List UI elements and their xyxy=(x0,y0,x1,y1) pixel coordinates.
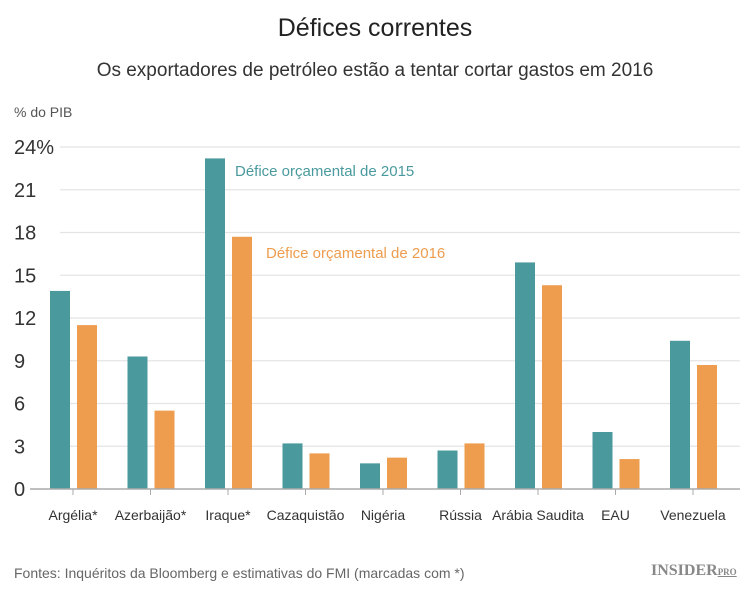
y-tick-label: 3 xyxy=(14,436,25,458)
bar-2016 xyxy=(619,459,640,489)
y-tick-label: 24% xyxy=(14,137,54,159)
x-tick-label: Azerbaijão* xyxy=(115,507,187,523)
y-axis-label: % do PIB xyxy=(14,104,73,120)
x-tick-label: Argélia* xyxy=(48,507,98,523)
bar-2015 xyxy=(592,432,613,489)
bar-2016 xyxy=(77,325,97,489)
y-tick-label: 12 xyxy=(14,308,36,330)
bar-2016 xyxy=(697,365,717,489)
bar-2015 xyxy=(670,340,690,489)
bar-2016 xyxy=(542,285,562,489)
bar-2016 xyxy=(154,410,175,489)
bar-2016 xyxy=(309,453,330,489)
x-tick-label: Venezuela xyxy=(660,507,726,523)
insider-pro-logo: INSIDERPRO xyxy=(651,562,737,579)
y-tick-label: 21 xyxy=(14,180,36,202)
series-label-2016: Défice orçamental de 2016 xyxy=(266,245,445,262)
bar-2015 xyxy=(127,356,148,489)
y-tick-label: 15 xyxy=(14,265,36,287)
chart-subtitle: Os exportadores de petróleo estão a tent… xyxy=(96,60,654,81)
bar-2016 xyxy=(464,443,485,489)
x-tick-label: Nigéria xyxy=(361,507,406,523)
x-tick-label: EAU xyxy=(601,507,630,523)
bar-2015 xyxy=(205,158,225,489)
bar-2015 xyxy=(437,450,458,489)
y-tick-label: 0 xyxy=(14,479,25,501)
chart-title: Défices correntes xyxy=(277,14,473,42)
y-tick-label: 9 xyxy=(14,351,25,373)
bar-2016 xyxy=(232,236,252,489)
bar-2015 xyxy=(360,463,380,489)
x-tick-label: Iraque* xyxy=(205,507,251,523)
bar-2015 xyxy=(515,262,535,489)
x-tick-label: Cazaquistão xyxy=(267,507,345,523)
bar-2015 xyxy=(282,443,303,489)
y-tick-label: 6 xyxy=(14,394,25,416)
x-tick-label: Arábia Saudita xyxy=(492,507,584,523)
series-label-2015: Défice orçamental de 2015 xyxy=(235,163,414,180)
x-tick-label: Rússia xyxy=(439,507,482,523)
source-note: Fontes: Inquéritos da Bloomberg e estima… xyxy=(14,565,465,581)
bar-2015 xyxy=(50,290,70,489)
bar-2016 xyxy=(387,457,407,489)
y-tick-label: 18 xyxy=(14,223,36,245)
